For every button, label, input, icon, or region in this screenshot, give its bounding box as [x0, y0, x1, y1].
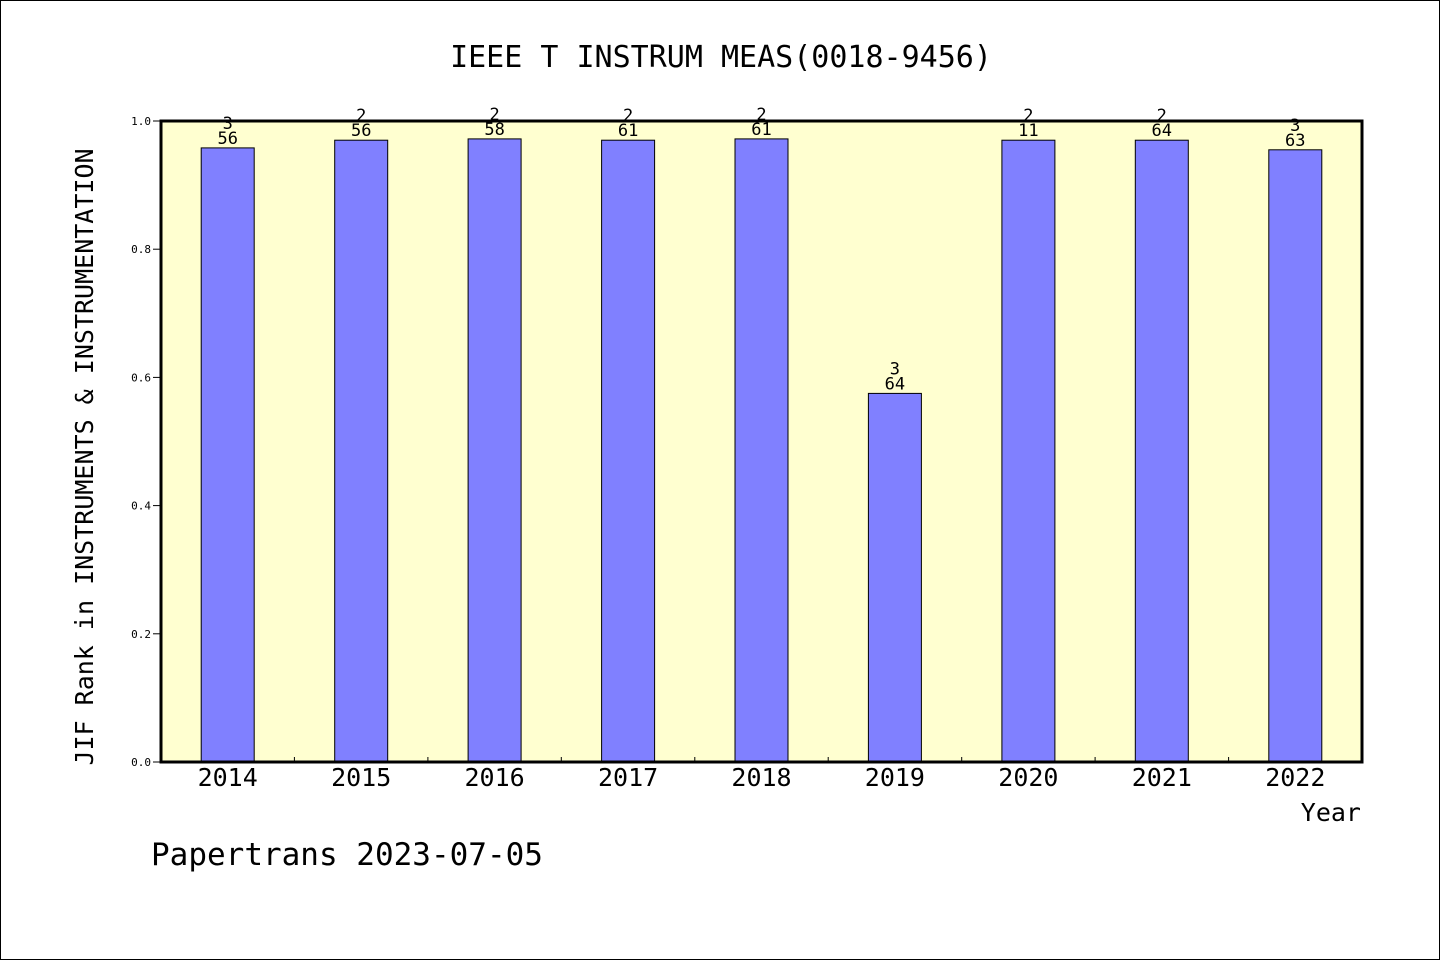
- y-tick-label-4: 0.8: [131, 243, 151, 256]
- data-label-top-2014: 3: [223, 114, 233, 134]
- bar-2021: [1134, 139, 1189, 763]
- y-tick-label-0: 0.0: [131, 756, 151, 769]
- x-tick-label-2022: 2022: [1265, 763, 1325, 792]
- chart-title: IEEE T INSTRUM MEAS(0018-9456): [450, 40, 992, 75]
- x-axis-label: Year: [1301, 798, 1361, 827]
- data-label-bottom-2018: 61: [751, 120, 771, 140]
- bar-2017: [601, 139, 656, 763]
- bar-2018: [734, 138, 789, 763]
- y-tick-label-2: 0.4: [131, 500, 151, 513]
- data-label-bottom-2020: 11: [1018, 121, 1038, 141]
- data-label-top-2022: 3: [1290, 116, 1300, 136]
- bar-2022: [1268, 149, 1323, 763]
- data-label-bottom-2021: 64: [1152, 121, 1172, 141]
- x-tick-label-2015: 2015: [331, 763, 391, 792]
- data-label-top-2018: 2: [756, 105, 766, 125]
- x-tick-label-2016: 2016: [464, 763, 524, 792]
- data-label-top-2017: 2: [623, 106, 633, 126]
- bar-2020: [1001, 139, 1056, 763]
- data-label-bottom-2019: 64: [885, 374, 905, 394]
- data-label-bottom-2017: 61: [618, 121, 638, 141]
- x-tick-label-2020: 2020: [998, 763, 1058, 792]
- data-label-bottom-2015: 56: [351, 121, 371, 141]
- y-tick-label-1: 0.2: [131, 628, 151, 641]
- x-tick-label-2018: 2018: [731, 763, 791, 792]
- data-label-bottom-2016: 58: [484, 120, 504, 140]
- y-axis-label: JIF Rank in INSTRUMENTS & INSTRUMENTATIO…: [70, 148, 99, 765]
- data-label-top-2016: 2: [489, 105, 499, 125]
- y-tick-label-5: 1.0: [131, 115, 151, 128]
- data-label-bottom-2014: 56: [217, 129, 237, 149]
- data-label-bottom-2022: 63: [1285, 131, 1305, 151]
- data-label-top-2015: 2: [356, 106, 366, 126]
- data-label-top-2021: 2: [1157, 106, 1167, 126]
- x-tick-label-2021: 2021: [1132, 763, 1192, 792]
- footer-credit: Papertrans 2023-07-05: [151, 837, 543, 873]
- bar-2014: [200, 147, 255, 763]
- x-tick-label-2017: 2017: [598, 763, 658, 792]
- plot-frame: [159, 119, 1364, 764]
- bar-2019: [867, 392, 922, 763]
- x-axis: 2014 2015 2016 2017 2018 2019 2020 2021 2022: [198, 757, 1325, 792]
- data-label-top-2019: 3: [890, 359, 900, 379]
- bars-group: [200, 138, 1323, 763]
- x-tick-label-2019: 2019: [865, 763, 925, 792]
- bar-2016: [467, 138, 522, 763]
- y-axis: 0.0 0.2 0.4 0.6 0.8 1.0: [131, 115, 161, 769]
- bar-2015: [334, 139, 389, 763]
- data-label-top-2020: 2: [1023, 106, 1033, 126]
- y-tick-label-3: 0.6: [131, 371, 151, 384]
- x-tick-label-2014: 2014: [198, 763, 258, 792]
